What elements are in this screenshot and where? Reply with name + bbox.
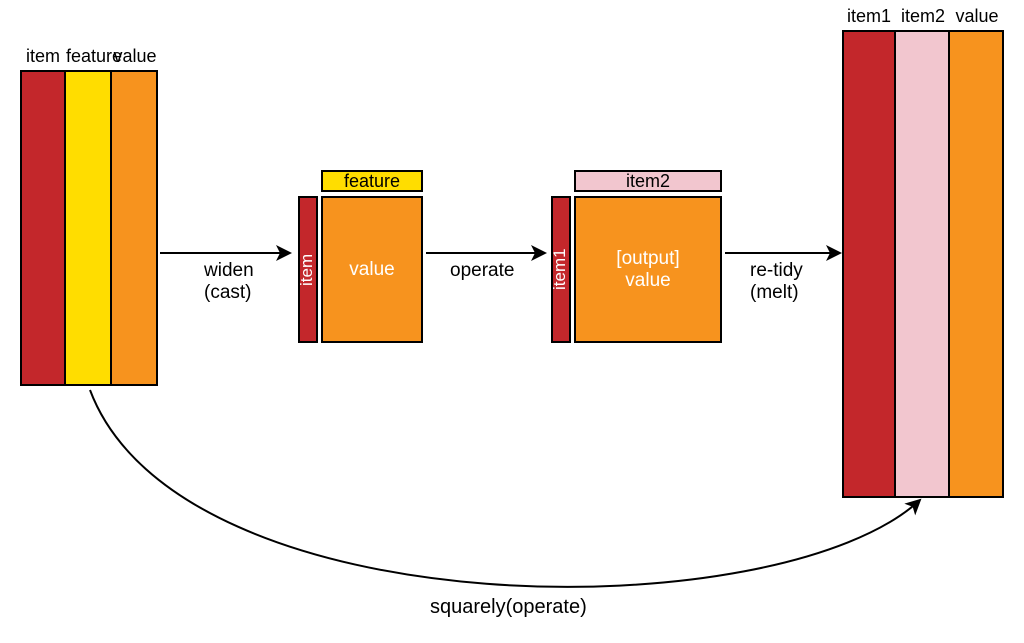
op-squarely-label: squarely(operate) xyxy=(430,596,587,619)
wide2-matrix: [output]value xyxy=(574,196,722,343)
input-table-col-feature xyxy=(66,70,112,386)
input-table-col-value xyxy=(112,70,158,386)
output-table-col-item1 xyxy=(842,30,896,498)
output-table-col-value xyxy=(950,30,1004,498)
wide2-top-header: item2 xyxy=(574,170,722,192)
op-widen-sublabel: (cast) xyxy=(204,282,252,304)
arrow-squarely xyxy=(90,390,920,587)
wide2-matrix-label2: value xyxy=(625,270,670,292)
op-operate-label: operate xyxy=(450,260,514,282)
input-table-header-value: value xyxy=(112,46,158,67)
diagram-stage: itemfeaturevalue itemfeaturevalue item1i… xyxy=(0,0,1024,643)
output-table-header-item1: item1 xyxy=(842,6,896,27)
wide1-matrix-label1: value xyxy=(349,259,394,281)
op-widen-label: widen xyxy=(204,260,254,282)
wide1-top-header: feature xyxy=(321,170,423,192)
input-table-col-item xyxy=(20,70,66,386)
output-table-header-value: value xyxy=(950,6,1004,27)
op-retidy-label: re-tidy xyxy=(750,260,803,282)
op-retidy-sublabel: (melt) xyxy=(750,282,799,304)
wide1-side-label: item xyxy=(299,196,315,343)
input-table-header-feature: feature xyxy=(66,46,112,67)
input-table-header-item: item xyxy=(20,46,66,67)
wide2-matrix-label1: [output] xyxy=(616,248,679,270)
output-table-header-item2: item2 xyxy=(896,6,950,27)
output-table-col-item2 xyxy=(896,30,950,498)
wide1-matrix: value xyxy=(321,196,423,343)
wide2-side-label: item1 xyxy=(552,196,568,343)
